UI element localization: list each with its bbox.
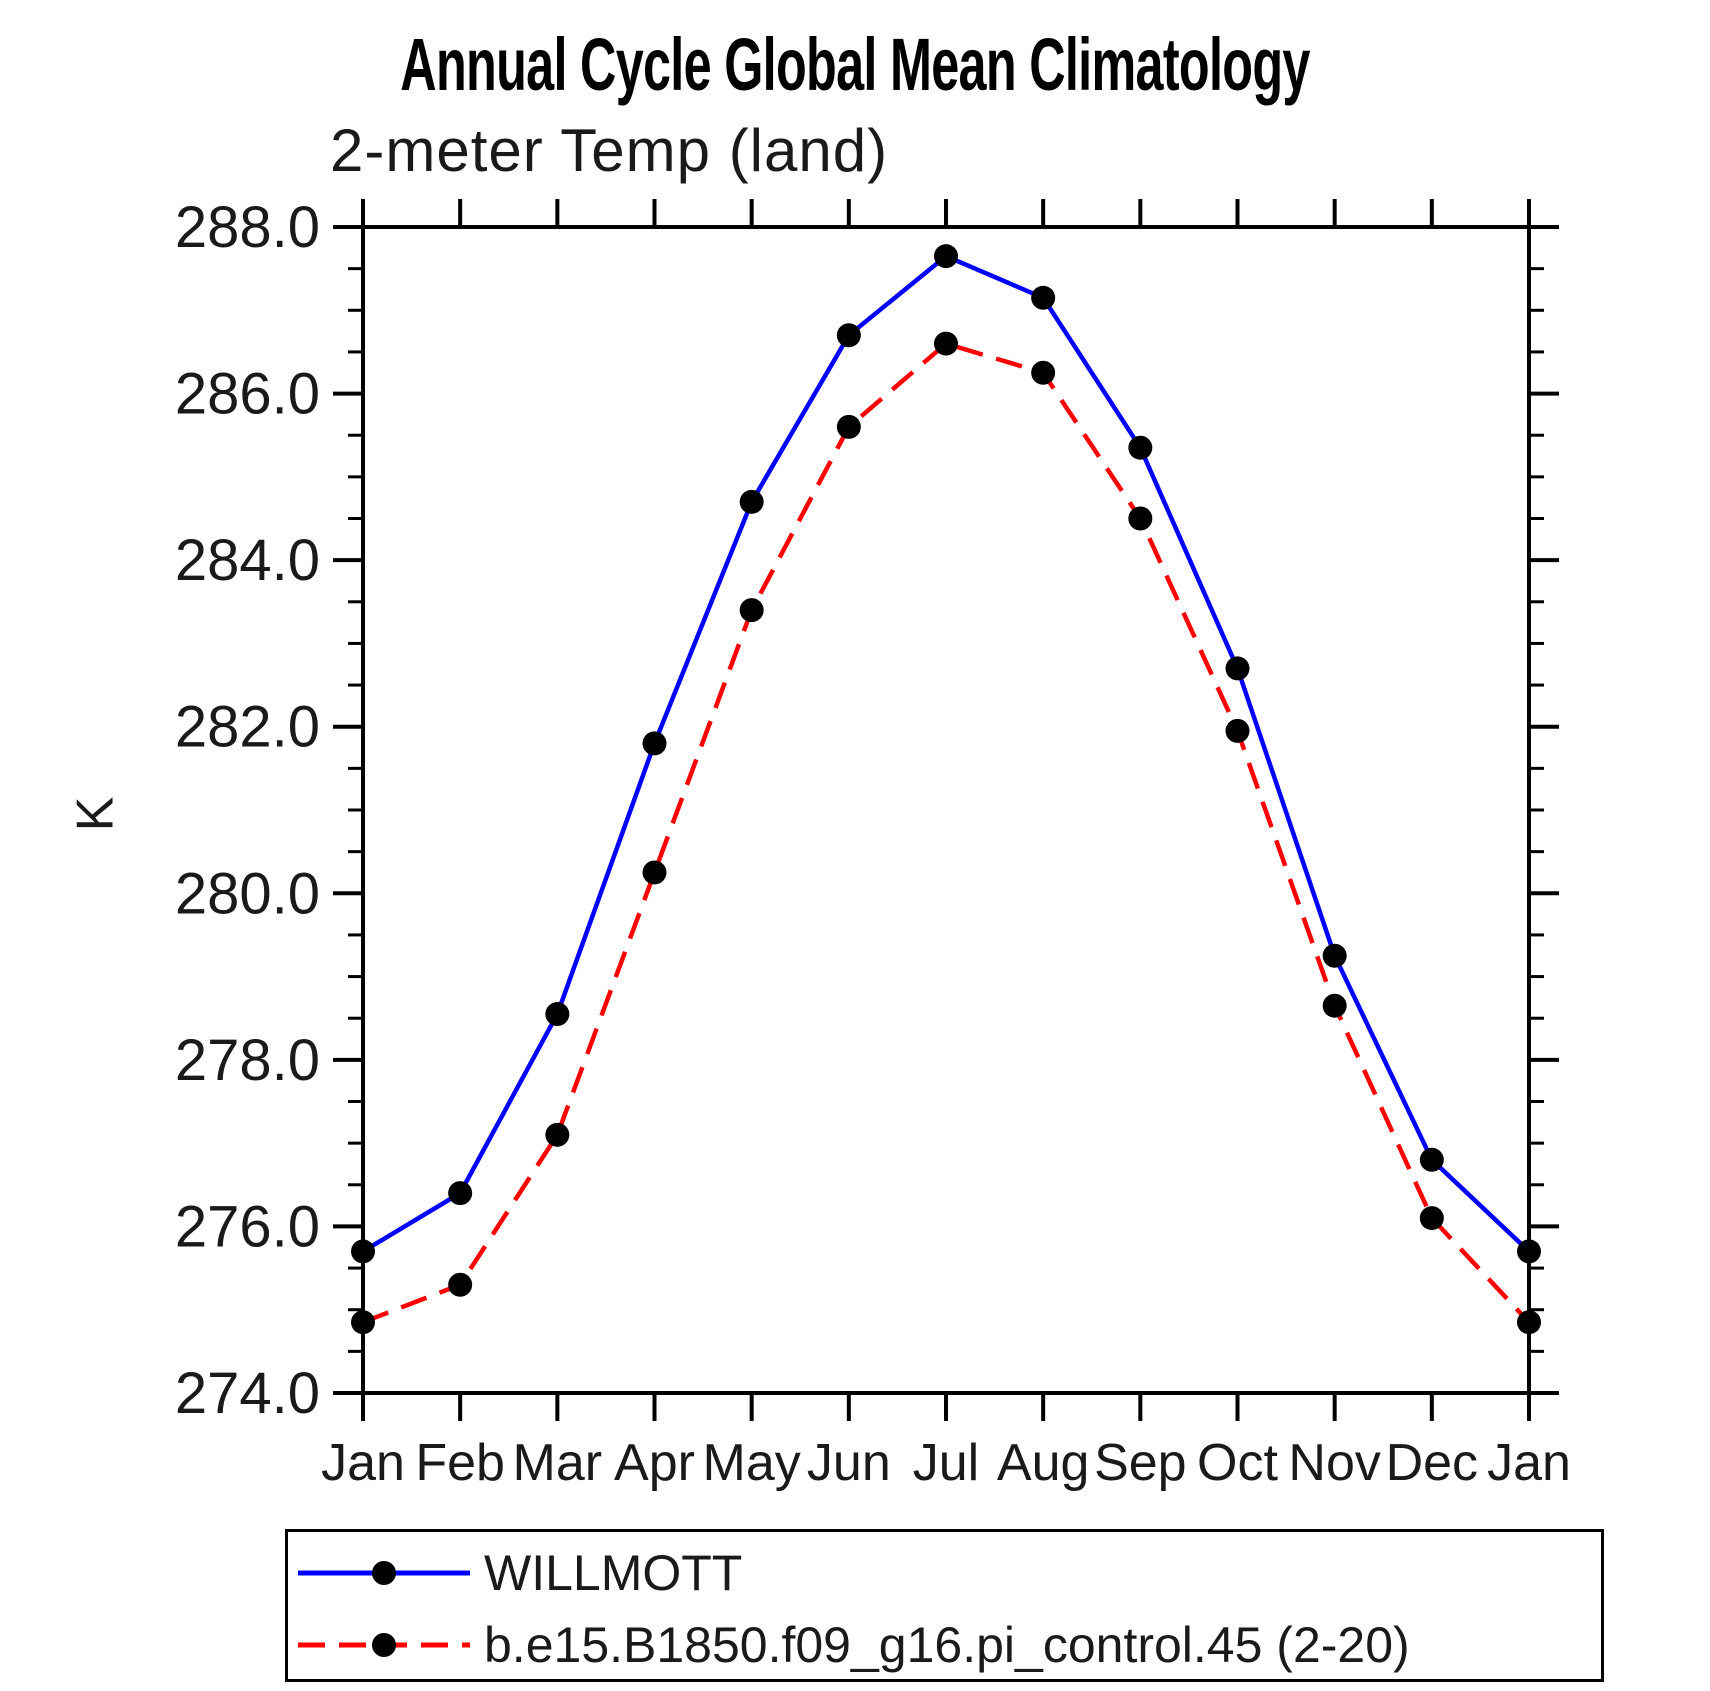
x-tick-label: Nov — [1288, 1434, 1380, 1492]
data-point-marker — [739, 598, 764, 623]
data-point-marker — [1128, 435, 1153, 460]
x-tick-label: Sep — [1094, 1434, 1187, 1492]
x-tick-label: Aug — [997, 1434, 1090, 1492]
data-point-marker — [836, 414, 861, 439]
legend-row-model: b.e15.B1850.f09_g16.pi_control.45 (2-20) — [298, 1617, 1595, 1673]
y-tick-label: 288.0 — [175, 195, 320, 260]
legend: WILLMOTT b.e15.B1850.f09_g16.pi_control.… — [285, 1529, 1604, 1682]
x-tick-label: Mar — [513, 1434, 603, 1492]
data-point-marker — [1322, 943, 1347, 968]
x-tick-label: Oct — [1197, 1434, 1278, 1492]
data-point-marker — [351, 1310, 375, 1335]
data-point-marker — [1517, 1239, 1541, 1264]
legend-sample-line-dashed — [298, 1633, 470, 1657]
data-point-marker — [1419, 1147, 1444, 1172]
plot-frame — [361, 225, 1531, 1395]
y-tick-label: 276.0 — [175, 1194, 320, 1259]
x-tick-label: May — [703, 1434, 801, 1492]
data-point-marker — [1517, 1310, 1541, 1335]
data-point-marker — [642, 860, 667, 885]
legend-sample-marker — [372, 1633, 396, 1657]
x-tick-label: Jan — [321, 1434, 405, 1492]
y-tick-label: 282.0 — [175, 695, 320, 760]
data-point-marker — [934, 244, 958, 269]
legend-sample-marker — [372, 1561, 396, 1585]
x-tick-label: Apr — [614, 1434, 695, 1492]
y-tick-label: 278.0 — [175, 1028, 320, 1093]
data-point-marker — [642, 731, 667, 756]
data-point-marker — [1225, 718, 1250, 743]
data-point-marker — [448, 1181, 473, 1206]
data-point-marker — [545, 1122, 570, 1147]
chart-subtitle: 2-meter Temp (land) — [330, 117, 889, 184]
y-tick-label: 274.0 — [175, 1361, 320, 1426]
x-tick-label: Feb — [415, 1434, 505, 1492]
y-tick-label: 284.0 — [175, 528, 320, 593]
legend-row-willmott: WILLMOTT — [298, 1545, 1595, 1601]
x-tick-label: Jul — [913, 1434, 979, 1492]
series-line-1 — [362, 341, 1531, 1325]
data-point-marker — [739, 489, 764, 514]
data-point-marker — [836, 323, 861, 348]
legend-sample-line-solid — [298, 1561, 470, 1585]
chart-title: Annual Cycle Global Mean Climatology — [400, 23, 1310, 106]
y-tick-label: 280.0 — [175, 861, 320, 926]
legend-label-model: b.e15.B1850.f09_g16.pi_control.45 (2-20) — [484, 1617, 1410, 1673]
x-tick-label: Dec — [1386, 1434, 1478, 1492]
data-point-marker — [545, 1002, 570, 1027]
data-point-marker — [1322, 993, 1347, 1018]
data-point-marker — [1419, 1206, 1444, 1231]
x-tick-label: Jun — [807, 1434, 891, 1492]
data-point-marker — [1128, 506, 1153, 531]
series-line-0 — [361, 253, 1531, 1254]
data-point-marker — [448, 1272, 473, 1297]
data-point-marker — [351, 1239, 375, 1264]
y-tick-label: 286.0 — [175, 362, 320, 427]
x-tick-label: Jan — [1487, 1434, 1571, 1492]
data-point-marker — [934, 331, 958, 356]
data-point-marker — [1031, 285, 1056, 310]
data-point-marker — [1031, 360, 1056, 385]
legend-label-willmott: WILLMOTT — [484, 1545, 743, 1601]
data-point-marker — [1225, 656, 1250, 681]
